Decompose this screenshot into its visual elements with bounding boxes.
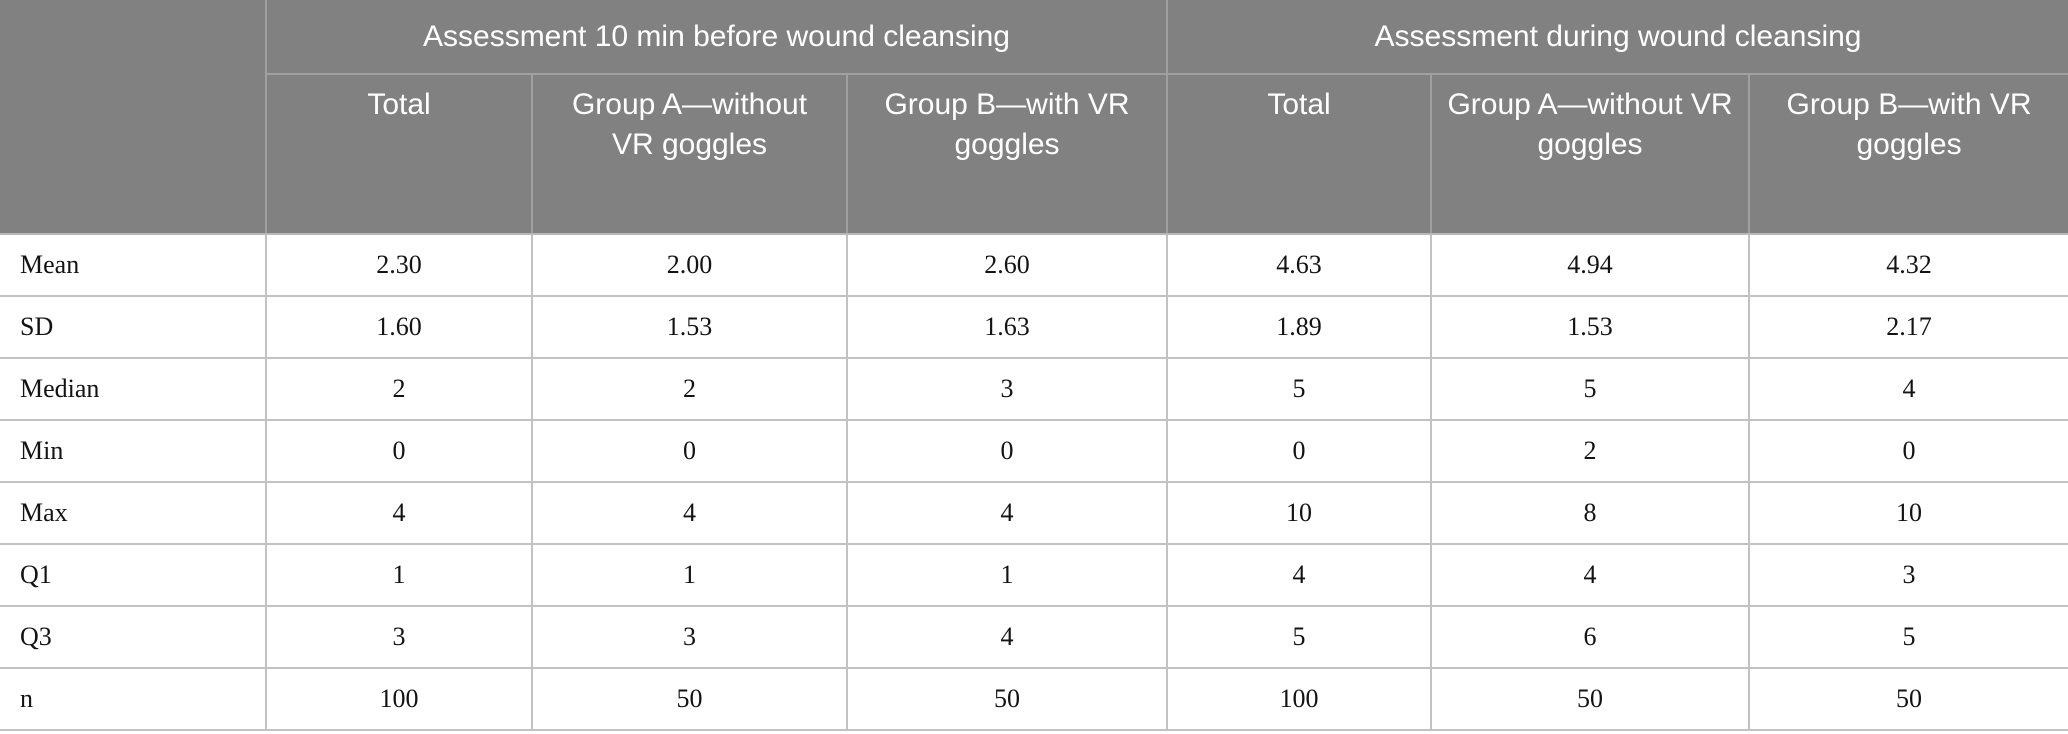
- cell-value: 3: [531, 605, 848, 669]
- cell-value: 2.00: [531, 233, 848, 297]
- table-row-mean: Mean 2.30 2.00 2.60 4.63 4.94 4.32: [0, 233, 2068, 297]
- cell-value: 2: [265, 357, 533, 421]
- cell-value: 50: [1748, 667, 2068, 731]
- sub-header-total-before: Total: [266, 74, 533, 235]
- table-row-min: Min 0 0 0 0 2 0: [0, 419, 2068, 483]
- sub-header-total-during: Total: [1167, 74, 1433, 235]
- cell-value: 5: [1748, 605, 2068, 669]
- row-label: Max: [0, 481, 267, 545]
- cell-value: 5: [1166, 605, 1433, 669]
- cell-value: 100: [265, 667, 533, 731]
- sub-header-group-b-before: Group B—with VR goggles: [847, 74, 1169, 235]
- cell-value: 2.60: [845, 233, 1169, 297]
- cell-value: 4: [265, 481, 533, 545]
- sub-header-row: Total Group A—without VR goggles Group B…: [0, 74, 2068, 235]
- cell-value: 4.94: [1430, 233, 1751, 297]
- cell-value: 1.89: [1166, 295, 1433, 359]
- cell-value: 4: [531, 481, 848, 545]
- cell-value: 3: [845, 357, 1169, 421]
- cell-value: 4: [1430, 543, 1751, 607]
- row-label: Mean: [0, 233, 267, 297]
- row-label: Median: [0, 357, 267, 421]
- sub-header-group-a-before: Group A—without VR goggles: [532, 74, 848, 235]
- cell-value: 3: [265, 605, 533, 669]
- cell-value: 0: [265, 419, 533, 483]
- cell-value: 4.32: [1748, 233, 2068, 297]
- cell-value: 1: [845, 543, 1169, 607]
- sub-header-group-a-during: Group A—without VR goggles: [1431, 74, 1751, 235]
- table-body: Mean 2.30 2.00 2.60 4.63 4.94 4.32 SD 1.…: [0, 233, 2068, 731]
- cell-value: 4: [845, 481, 1169, 545]
- corner-cell: [0, 0, 267, 235]
- table-header: Assessment 10 min before wound cleansing…: [0, 0, 2068, 235]
- row-label: n: [0, 667, 267, 731]
- cell-value: 1.63: [845, 295, 1169, 359]
- cell-value: 6: [1430, 605, 1751, 669]
- cell-value: 4: [1166, 543, 1433, 607]
- cell-value: 2.30: [265, 233, 533, 297]
- cell-value: 1.60: [265, 295, 533, 359]
- cell-value: 1.53: [531, 295, 848, 359]
- row-label: SD: [0, 295, 267, 359]
- cell-value: 0: [1166, 419, 1433, 483]
- row-label: Q3: [0, 605, 267, 669]
- cell-value: 4.63: [1166, 233, 1433, 297]
- table-row-max: Max 4 4 4 10 8 10: [0, 481, 2068, 545]
- col-group-during: Assessment during wound cleansing: [1167, 0, 2068, 75]
- cell-value: 50: [845, 667, 1169, 731]
- cell-value: 50: [1430, 667, 1751, 731]
- cell-value: 50: [531, 667, 848, 731]
- col-group-before: Assessment 10 min before wound cleansing: [266, 0, 1169, 75]
- cell-value: 2.17: [1748, 295, 2068, 359]
- table-row-n: n 100 50 50 100 50 50: [0, 667, 2068, 731]
- cell-value: 100: [1166, 667, 1433, 731]
- cell-value: 0: [531, 419, 848, 483]
- cell-value: 1.53: [1430, 295, 1751, 359]
- cell-value: 5: [1166, 357, 1433, 421]
- row-label: Min: [0, 419, 267, 483]
- cell-value: 4: [1748, 357, 2068, 421]
- cell-value: 4: [845, 605, 1169, 669]
- cell-value: 5: [1430, 357, 1751, 421]
- table-row-q3: Q3 3 3 4 5 6 5: [0, 605, 2068, 669]
- cell-value: 10: [1748, 481, 2068, 545]
- table-row-median: Median 2 2 3 5 5 4: [0, 357, 2068, 421]
- table-row-q1: Q1 1 1 1 4 4 3: [0, 543, 2068, 607]
- cell-value: 1: [531, 543, 848, 607]
- cell-value: 2: [1430, 419, 1751, 483]
- row-label: Q1: [0, 543, 267, 607]
- cell-value: 1: [265, 543, 533, 607]
- cell-value: 2: [531, 357, 848, 421]
- table-row-sd: SD 1.60 1.53 1.63 1.89 1.53 2.17: [0, 295, 2068, 359]
- sub-header-group-b-during: Group B—with VR goggles: [1749, 74, 2068, 235]
- group-header-row: Assessment 10 min before wound cleansing…: [0, 0, 2068, 235]
- cell-value: 0: [1748, 419, 2068, 483]
- cell-value: 0: [845, 419, 1169, 483]
- cell-value: 10: [1166, 481, 1433, 545]
- cell-value: 3: [1748, 543, 2068, 607]
- cell-value: 8: [1430, 481, 1751, 545]
